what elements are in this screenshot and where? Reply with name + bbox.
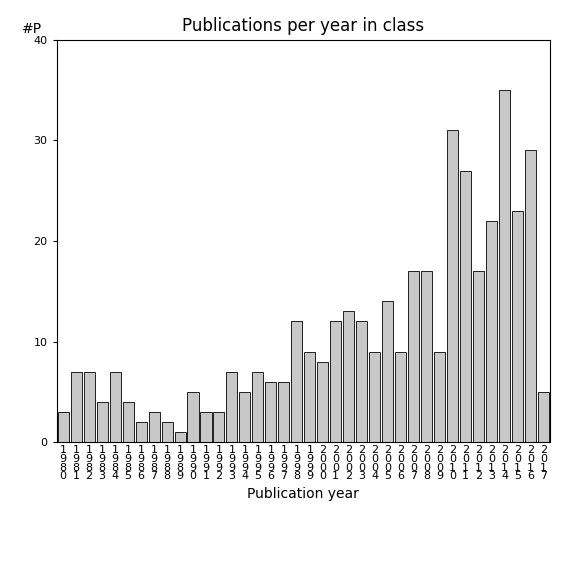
Bar [538, 392, 549, 442]
Bar [343, 311, 354, 442]
Bar [525, 150, 536, 442]
Bar [226, 372, 238, 442]
Bar [122, 402, 134, 442]
Bar [96, 402, 108, 442]
Bar [512, 211, 523, 442]
Bar [239, 392, 251, 442]
Bar [265, 382, 276, 442]
Bar [382, 302, 393, 442]
Bar [278, 382, 289, 442]
Bar [71, 372, 82, 442]
Bar [434, 352, 445, 442]
Bar [486, 221, 497, 442]
Bar [318, 362, 328, 442]
Bar [188, 392, 198, 442]
Bar [58, 412, 69, 442]
Bar [149, 412, 159, 442]
Bar [331, 321, 341, 442]
Bar [395, 352, 406, 442]
Bar [213, 412, 225, 442]
Bar [291, 321, 302, 442]
Title: Publications per year in class: Publications per year in class [182, 18, 425, 35]
Bar [473, 271, 484, 442]
Bar [136, 422, 147, 442]
Bar [84, 372, 95, 442]
Bar [109, 372, 121, 442]
Bar [162, 422, 172, 442]
Text: #P: #P [22, 22, 43, 36]
Bar [408, 271, 419, 442]
Bar [447, 130, 458, 442]
Bar [304, 352, 315, 442]
Bar [460, 171, 471, 442]
Bar [252, 372, 264, 442]
Bar [421, 271, 432, 442]
Bar [369, 352, 380, 442]
Bar [356, 321, 367, 442]
Bar [499, 90, 510, 442]
Bar [175, 432, 185, 442]
Bar [201, 412, 211, 442]
X-axis label: Publication year: Publication year [247, 487, 359, 501]
